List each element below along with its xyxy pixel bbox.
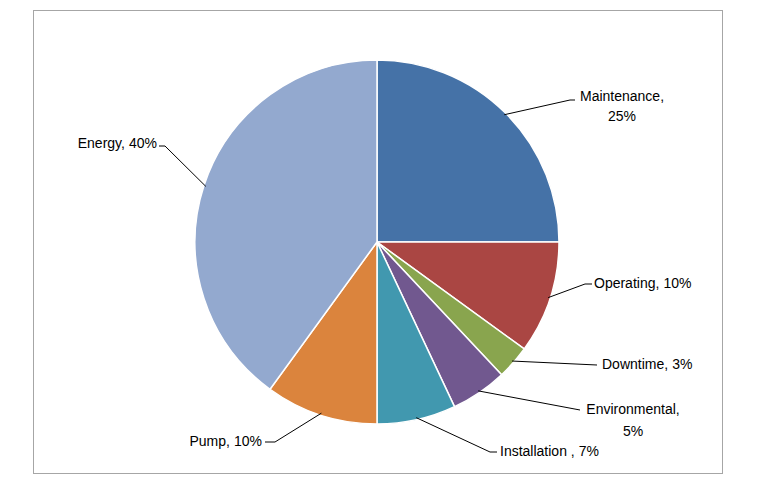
pie-slice: [377, 60, 559, 242]
leader-line: [504, 100, 575, 115]
label-value: 5%: [623, 423, 643, 439]
leader-line: [265, 413, 321, 442]
leader-line: [548, 284, 592, 298]
data-label: Downtime,3%: [602, 356, 692, 372]
label-category: Environmental,: [586, 401, 679, 417]
label-category: Pump,: [190, 433, 230, 449]
data-label: Maintenance, 25%: [580, 88, 664, 124]
chart-container: Maintenance,25%Operating,10%Downtime,3%E…: [0, 0, 768, 499]
label-category: Installation ,: [500, 443, 575, 459]
pie-slice: [377, 242, 454, 424]
data-label: Pump,10%: [190, 433, 263, 449]
pie-slice: [195, 60, 377, 389]
label-category: Operating,: [594, 275, 659, 291]
leader-line: [478, 391, 580, 410]
leader-line: [159, 146, 206, 186]
label-value: 3%: [672, 356, 692, 372]
label-value: 40%: [129, 135, 157, 151]
label-category: Maintenance,: [580, 88, 664, 104]
label-value: 10%: [234, 433, 262, 449]
label-value: 25%: [608, 108, 636, 124]
data-labels: Maintenance,25%Operating,10%Downtime,3%E…: [78, 88, 693, 459]
label-category: Downtime,: [602, 356, 668, 372]
leader-line: [512, 361, 597, 365]
label-value: 10%: [663, 275, 691, 291]
label-category: Energy,: [78, 135, 125, 151]
data-label: Environmental, 5%: [586, 401, 679, 439]
data-label: Energy,40%: [78, 135, 157, 151]
leader-line: [416, 418, 497, 452]
chart-frame: [34, 11, 723, 474]
label-value: 7%: [579, 443, 599, 459]
chart: Maintenance,25%Operating,10%Downtime,3%E…: [0, 0, 768, 499]
data-label: Installation ,7%: [500, 443, 599, 459]
data-label: Operating,10%: [594, 275, 691, 291]
leader-lines: [159, 100, 597, 452]
